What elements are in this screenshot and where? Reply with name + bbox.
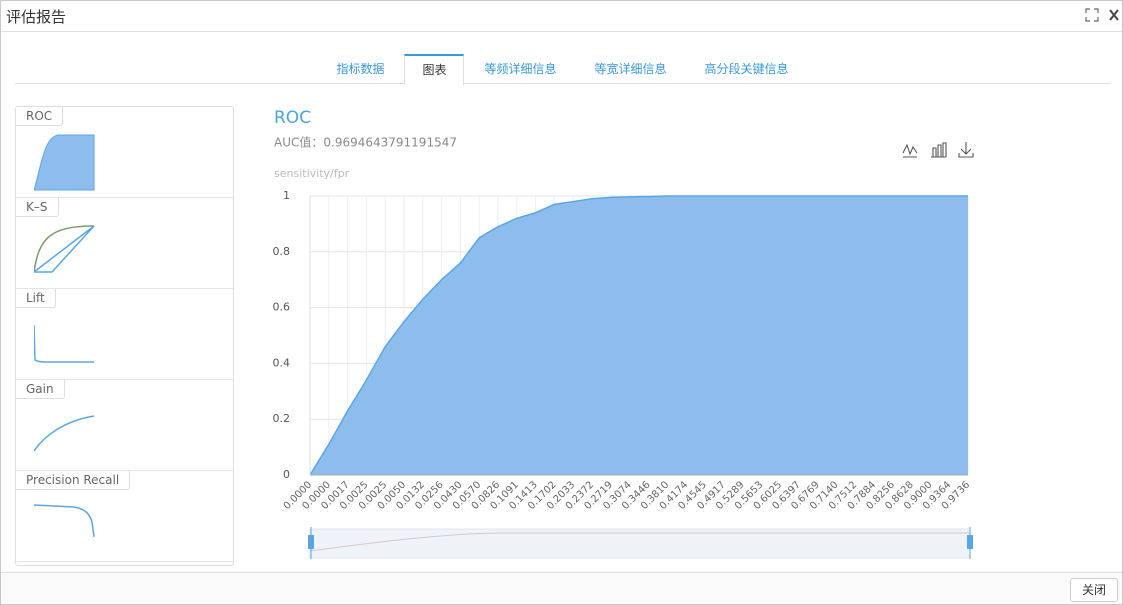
thumbnail xyxy=(34,415,95,452)
close-button[interactable]: 关闭 xyxy=(1070,578,1118,602)
chart-item[interactable]: Gain xyxy=(16,380,233,471)
tab[interactable]: 等频详细信息 xyxy=(484,62,557,76)
chart-item-label: Lift xyxy=(16,289,56,308)
tab[interactable]: 图表 xyxy=(404,54,465,85)
tab[interactable]: 高分段关键信息 xyxy=(704,62,789,76)
y-axis-label: sensitivity/fpr xyxy=(274,167,350,180)
y-tick-label: 0 xyxy=(283,468,290,481)
chart-title: ROC xyxy=(274,108,311,128)
chart-item[interactable]: Lift xyxy=(16,289,233,380)
tab-bar: 指标数据 图表 等频详细信息 等宽详细信息 高分段关键信息 xyxy=(15,53,1110,85)
title-bar: 评估报告 xyxy=(1,1,1122,32)
y-tick-label: 0.2 xyxy=(273,412,291,425)
chart-list: ROC K–S Lift Gain Precision Recall xyxy=(15,106,234,566)
chart-item-label: K–S xyxy=(16,198,59,217)
chart-item-label: Gain xyxy=(16,380,65,399)
footer: 关闭 xyxy=(1,572,1122,604)
window-controls[interactable] xyxy=(1085,8,1119,22)
chart-item[interactable]: Precision Recall xyxy=(16,471,233,562)
chart-item[interactable]: ROC xyxy=(16,107,233,198)
y-tick-label: 0.8 xyxy=(273,245,291,258)
thumbnail xyxy=(34,134,95,191)
chart-subtitle: AUC值：0.9694643791191547 xyxy=(274,135,457,150)
data-zoom[interactable] xyxy=(308,527,973,559)
tab[interactable]: 指标数据 xyxy=(336,62,385,76)
y-tick-label: 0.6 xyxy=(273,301,291,314)
thumbnail xyxy=(34,504,95,538)
toolbox[interactable] xyxy=(902,142,974,158)
area xyxy=(310,196,968,475)
tab[interactable]: 等宽详细信息 xyxy=(594,62,667,76)
chart: ROC AUC值：0.9694643791191547 sensitivity/… xyxy=(273,108,974,559)
window-title: 评估报告 xyxy=(6,8,67,26)
thumbnail xyxy=(34,225,95,273)
chart-item[interactable]: K–S xyxy=(16,198,233,289)
thumbnail xyxy=(34,324,94,363)
y-tick-label: 1 xyxy=(283,189,290,202)
line xyxy=(309,195,968,476)
chart-item-label: Precision Recall xyxy=(16,471,131,490)
chart-item-label: ROC xyxy=(16,107,64,126)
y-tick-label: 0.4 xyxy=(273,356,291,369)
